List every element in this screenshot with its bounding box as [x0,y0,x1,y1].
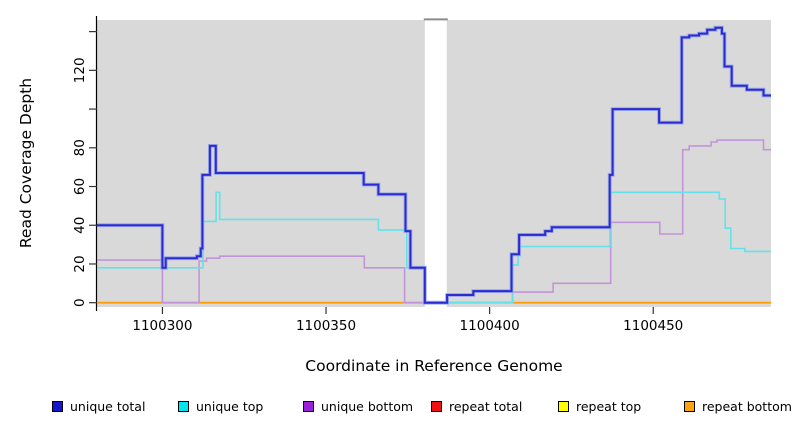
repeat-top-swatch-icon [558,401,569,412]
y-axis-title: Read Coverage Depth [17,77,35,249]
legend-item-unique-top: unique top [178,399,263,414]
y-tick-label: 80 [72,139,88,156]
unique-top-swatch-icon [178,401,189,412]
legend-label: unique top [196,399,264,414]
y-tick-label: 60 [72,178,88,195]
y-tick-label: 40 [72,217,88,234]
legend-label: unique total [70,399,146,414]
legend-label: repeat bottom [702,399,792,414]
y-tick-label: 120 [72,57,88,83]
y-tick-label: 20 [72,255,88,272]
x-tick-label: 1100400 [460,318,520,334]
legend-label: repeat top [576,399,642,414]
coverage-gap-band [424,20,447,307]
series-line-unique-bottom [97,139,771,304]
legend-item-repeat-bottom: repeat bottom [684,399,792,414]
legend-label: repeat total [449,399,523,414]
repeat-bottom-swatch-icon [684,401,695,412]
x-axis-title: Coordinate in Reference Genome [305,357,563,375]
series-line-unique-total [97,26,771,304]
unique-total-swatch-icon [52,401,63,412]
legend-item-repeat-top: repeat top [558,399,641,414]
x-tick-label: 1100350 [296,318,356,334]
repeat-total-swatch-icon [431,401,442,412]
legend: unique total unique top unique bottom re… [0,399,792,425]
x-tick-label: 1100450 [623,318,683,334]
legend-item-unique-total: unique total [52,399,145,414]
unique-bottom-swatch-icon [303,401,314,412]
legend-item-unique-bottom: unique bottom [303,399,413,414]
x-tick-label: 1100300 [132,318,192,334]
legend-label: unique bottom [321,399,414,414]
y-tick-label: 0 [72,298,88,307]
legend-item-repeat-total: repeat total [431,399,522,414]
